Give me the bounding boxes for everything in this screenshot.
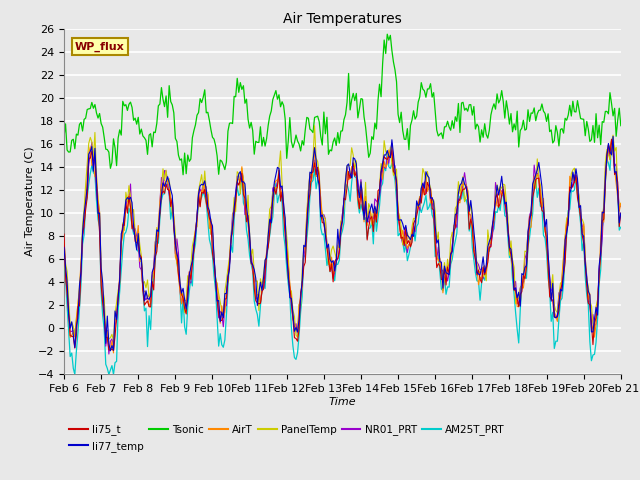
Tsonic [617,123,625,129]
NR01_PRT [60,236,68,242]
PanelTemp [380,138,388,144]
AirT [410,227,417,233]
AM25T_PRT [60,260,68,266]
PanelTemp [104,338,111,344]
X-axis label: Time: Time [328,397,356,407]
PanelTemp [552,308,559,313]
AirT [76,286,83,292]
Title: Air Temperatures: Air Temperatures [283,12,402,26]
AirT [397,236,405,241]
Tsonic [60,134,68,140]
PanelTemp [311,123,319,129]
AirT [60,240,68,246]
li77_temp [609,133,617,139]
li77_temp [397,217,405,223]
Tsonic [412,116,419,122]
Line: PanelTemp: PanelTemp [64,126,621,341]
li75_t [617,210,625,216]
AirT [165,184,173,190]
NR01_PRT [379,167,387,173]
Line: NR01_PRT: NR01_PRT [64,138,621,354]
AirT [608,137,616,143]
AM25T_PRT [608,139,616,145]
AM25T_PRT [550,346,558,351]
Tsonic [552,123,559,129]
Tsonic [379,61,387,67]
NR01_PRT [617,203,625,209]
AirT [617,201,625,206]
li75_t [165,188,173,193]
AM25T_PRT [617,224,625,230]
Line: li77_temp: li77_temp [64,136,621,351]
Line: li75_t: li75_t [64,139,621,350]
PanelTemp [76,284,83,289]
li75_t [60,231,68,237]
AirT [550,309,558,315]
li75_t [397,235,405,241]
PanelTemp [412,216,419,222]
li75_t [410,220,417,226]
Line: AM25T_PRT: AM25T_PRT [64,142,621,374]
PanelTemp [617,201,625,206]
Text: WP_flux: WP_flux [75,42,125,52]
li77_temp [76,283,83,288]
li75_t [76,303,83,309]
li77_temp [60,244,68,250]
li75_t [550,314,558,320]
Tsonic [383,31,391,37]
AirT [379,177,387,182]
li77_temp [617,210,625,216]
NR01_PRT [397,234,405,240]
Line: AirT: AirT [64,140,621,353]
NR01_PRT [550,310,558,316]
li75_t [608,136,616,142]
AM25T_PRT [71,372,79,377]
Legend: li75_t, li77_temp, Tsonic, AirT, PanelTemp, NR01_PRT, AM25T_PRT: li75_t, li77_temp, Tsonic, AirT, PanelTe… [69,424,504,452]
NR01_PRT [165,192,173,197]
Tsonic [164,114,172,120]
li77_temp [550,314,558,320]
Line: Tsonic: Tsonic [64,34,621,175]
AM25T_PRT [410,227,417,232]
Tsonic [179,172,187,178]
li77_temp [379,160,387,166]
Tsonic [399,128,406,133]
Y-axis label: Air Temperature (C): Air Temperature (C) [25,147,35,256]
NR01_PRT [410,223,417,229]
PanelTemp [399,242,406,248]
PanelTemp [165,176,173,181]
Tsonic [76,121,83,127]
NR01_PRT [76,292,83,298]
li77_temp [165,180,173,185]
AM25T_PRT [397,234,405,240]
AirT [109,350,117,356]
AM25T_PRT [379,180,387,186]
li75_t [379,165,387,170]
AM25T_PRT [77,282,85,288]
NR01_PRT [609,135,617,141]
PanelTemp [60,238,68,244]
AM25T_PRT [165,192,173,198]
li75_t [109,348,117,353]
NR01_PRT [105,351,113,357]
li77_temp [106,348,115,354]
li77_temp [410,234,417,240]
